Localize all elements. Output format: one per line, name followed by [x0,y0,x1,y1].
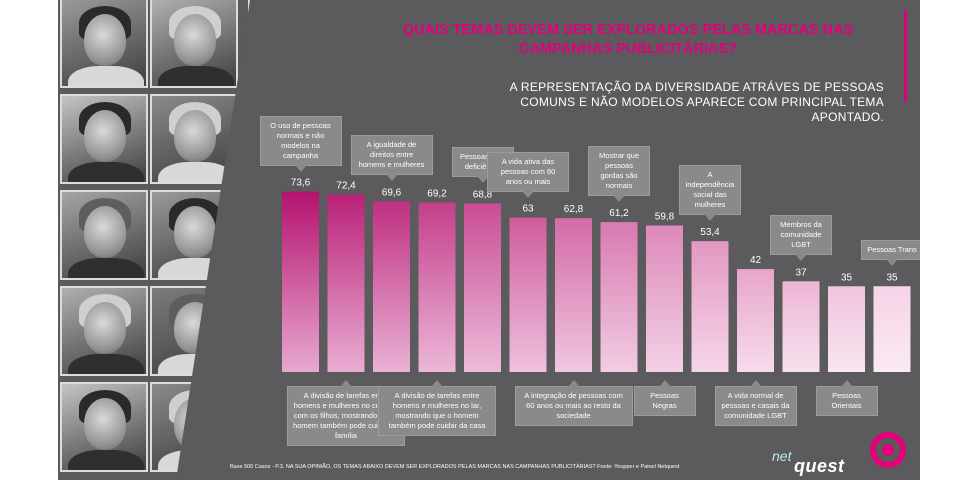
portrait-photo [60,190,148,280]
bar [782,281,820,372]
category-callout: A independência social das mulheres [679,165,741,222]
bar-value-label: 37 [795,267,807,278]
bar [691,241,729,372]
category-callout: Pessoas Negras [633,380,696,416]
bar-value-label: 63 [522,204,534,215]
bar-value-label: 53,4 [700,227,720,238]
bar-value-label: 62,8 [564,204,584,215]
netquest-logo: net quest [772,446,872,476]
bar-value-label: 59,8 [655,211,675,222]
bar-chart: 73,6 72,4 69,6 69,2 68,8 63 62,8 61,2 59,8 53,4 42… [58,0,920,480]
source-note: Base 500 Casos - P.3. NA SUA OPINIÃO, OS… [230,464,680,470]
bar-value-label: 69,6 [382,187,402,198]
category-callout: A igualdade de direitos entre homens e m… [350,135,433,182]
portrait-photo [150,0,238,88]
accent-divider [904,10,907,102]
category-callout: A vida normal de pessoas e casais da com… [714,380,797,426]
bar [873,286,911,372]
bar [600,222,638,372]
bar-value-label: 68,8 [473,189,493,200]
bar-value-label: 61,2 [609,208,629,219]
bar [327,194,365,372]
chart-title: QUAIS TEMAS DEVEM SER EXPLORADOS PELAS M… [402,22,854,57]
chart-subtitle: A REPRESENTAÇÃO DA DIVERSIDADE ATRÁVES D… [509,80,884,124]
bar-value-label: 73,6 [291,178,311,189]
bar-value-label: 72,4 [336,181,356,192]
portrait-photo [60,94,148,184]
bar [828,286,865,372]
logo-quest-text: quest [794,456,845,476]
category-callout: A vida ativa das pessoas com 60 anos ou … [487,151,569,198]
category-callout: Mostrar que pessoas gordas são normais [588,146,650,203]
category-callout: Pessoas Trans [861,240,920,267]
bar-value-label: 35 [886,272,898,283]
category-callout: A divisão de tarefas entre homens e mulh… [378,380,496,436]
bar [464,203,501,372]
bar [282,191,319,372]
bar [555,218,592,372]
bar [373,201,410,372]
bar-value-label: 42 [750,255,762,266]
category-callout: Membros da comunidade LGBT [770,215,832,262]
portrait-photo [60,382,148,472]
category-callout: A integração de pessoas com 60 anos ou m… [514,380,633,426]
bar [418,202,456,372]
portrait-photo [60,0,148,88]
bar-value-label: 35 [841,272,853,283]
bar [737,269,774,372]
category-callout: Pessoas Orientais [815,380,878,416]
infographic-frame: QUAIS TEMAS DEVEM SER EXPLORADOS PELAS M… [58,0,920,480]
bar [646,225,683,372]
logo-net-text: net [772,448,792,464]
bars-svg: 73,6 72,4 69,6 69,2 68,8 63 62,8 61,2 59,8 53,4 42… [282,178,911,372]
bar-value-label: 69,2 [427,188,447,199]
bar [509,217,547,372]
target-logo-icon [870,432,906,468]
portrait-photo [60,286,148,376]
category-callout: O uso de pessoas normais e não modelos n… [259,115,342,172]
